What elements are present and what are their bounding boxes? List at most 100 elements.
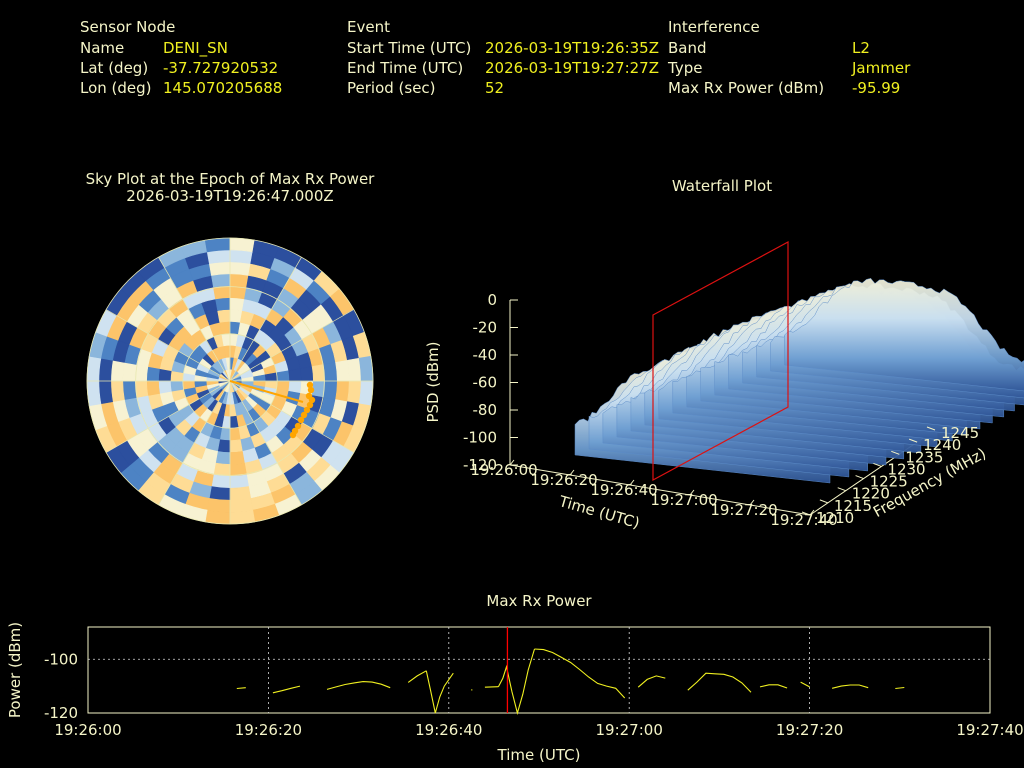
waterfall-x-tick (569, 469, 575, 476)
sky-cell (229, 297, 245, 311)
sky-cell (217, 309, 231, 323)
waterfall-x-tick-label: 19:27:40 (770, 511, 837, 529)
sky-azimuth-spoke (158, 380, 231, 506)
sky-cell (229, 439, 243, 453)
waterfall-x-tick-label: 19:26:40 (590, 481, 657, 499)
sky-cell (219, 321, 231, 335)
sky-cell (229, 498, 254, 513)
line-chart-x-tick-label: 19:27:40 (956, 721, 1023, 739)
sky-track-point (289, 431, 297, 439)
waterfall-y-tick (908, 438, 918, 443)
waterfall-epoch-plane (652, 240, 789, 482)
sky-cell (110, 380, 125, 403)
event-period-value: 52 (485, 79, 504, 97)
sky-cell (229, 427, 241, 441)
event-period-label: Period (sec) (347, 79, 436, 97)
waterfall-y-tick-label: 1215 (834, 497, 872, 515)
waterfall-y-tick (801, 511, 811, 516)
max-rx-power-chart: Max Rx Power 19:26:00 19:26:20 19:26:40 19:… (6, 592, 1024, 764)
waterfall-plot: Waterfall Plot 0-20-40-60-80-100-12019:2… (424, 177, 1024, 532)
line-chart-segment (895, 686, 905, 690)
sky-cell (204, 237, 231, 253)
sky-cell (229, 509, 256, 525)
line-chart-segment (326, 681, 391, 690)
sky-cell (86, 380, 102, 407)
sky-grid (86, 237, 374, 525)
sky-azimuth-spoke (158, 256, 231, 382)
waterfall-z-tick-label: -100 (463, 429, 497, 447)
sky-cell (211, 474, 231, 489)
sky-cell (206, 498, 231, 513)
line-chart-segment (407, 670, 427, 683)
sky-cell (229, 273, 249, 288)
sky-cell (98, 357, 113, 382)
sky-cell (206, 249, 231, 264)
sky-azimuth-spoke (229, 380, 355, 453)
sky-cell (347, 380, 362, 405)
event-start-label: Start Time (UTC) (347, 39, 471, 57)
sky-track-point (294, 422, 302, 430)
sky-cell (300, 366, 314, 382)
sky-plot-subtitle: 2026-03-19T19:26:47.000Z (126, 187, 333, 205)
waterfall-y-tick-label: 1225 (870, 473, 908, 491)
line-chart-segment (484, 686, 499, 688)
line-chart-segment (800, 681, 810, 688)
sky-cell (110, 359, 125, 382)
sky-satellite-track (229, 380, 316, 439)
waterfall-z-tick-label: -40 (473, 346, 498, 364)
sky-track-point (297, 416, 305, 424)
sky-cell (229, 249, 254, 264)
line-chart-ylabel: Power (dBm) (6, 622, 24, 718)
line-chart-series (236, 648, 905, 716)
sensor-lat-label: Lat (deg) (80, 59, 148, 77)
sky-track-point (303, 406, 311, 414)
sensor-name-value: DENI_SN (163, 39, 228, 58)
waterfall-zlabel: PSD (dBm) (424, 341, 442, 422)
waterfall-y-tick (819, 499, 829, 504)
sky-cell (158, 380, 172, 394)
sensor-lon-value: 145.070205688 (163, 79, 282, 97)
sensor-lon-label: Lon (deg) (80, 79, 152, 97)
sky-cell (229, 486, 252, 501)
sky-track-point (300, 411, 308, 419)
event-heading: Event (347, 18, 390, 36)
line-chart-x-tick-label: 19:27:20 (776, 721, 843, 739)
sky-track-point (307, 386, 315, 394)
interference-heading: Interference (668, 18, 760, 36)
waterfall-y-tick-label: 1210 (816, 509, 854, 527)
line-chart-title: Max Rx Power (486, 592, 592, 610)
line-chart-segment (637, 675, 666, 688)
line-chart-segment (687, 672, 752, 693)
sky-cell (170, 380, 184, 392)
sky-cell (211, 273, 231, 288)
sky-cell (122, 362, 137, 382)
line-chart-x-tick-label: 19:26:00 (54, 721, 121, 739)
waterfall-row (784, 278, 1024, 392)
sky-cell (98, 380, 113, 405)
interference-maxrx-value: -95.99 (852, 79, 900, 97)
sky-plot-title: Sky Plot at the Epoch of Max Rx Power (86, 170, 376, 188)
waterfall-z-tick-label: -60 (473, 374, 498, 392)
event-start-value: 2026-03-19T19:26:35Z (485, 39, 659, 57)
sky-azimuth-spoke (229, 256, 302, 382)
sensor-heading: Sensor Node (80, 18, 175, 36)
interference-maxrx-label: Max Rx Power (dBm) (668, 79, 824, 97)
sky-cell (276, 370, 290, 382)
waterfall-x-tick (749, 499, 755, 506)
waterfall-x-tick (509, 459, 515, 466)
waterfall-y-tick (837, 487, 846, 492)
waterfall-y-tick-label: 1235 (905, 448, 943, 466)
waterfall-x-tick (689, 489, 695, 496)
waterfall-y-tick (891, 450, 900, 455)
waterfall-title: Waterfall Plot (672, 177, 772, 195)
sky-cell (347, 357, 362, 382)
line-chart-xlabel: Time (UTC) (497, 746, 581, 764)
line-chart-segment (425, 670, 454, 714)
line-chart-segment (272, 685, 301, 694)
line-chart-x-tick-label: 19:26:40 (415, 721, 482, 739)
interference-type-label: Type (667, 59, 702, 77)
sky-cell (288, 368, 302, 382)
sky-azimuth-spoke (229, 309, 355, 382)
sky-cell (204, 509, 231, 525)
